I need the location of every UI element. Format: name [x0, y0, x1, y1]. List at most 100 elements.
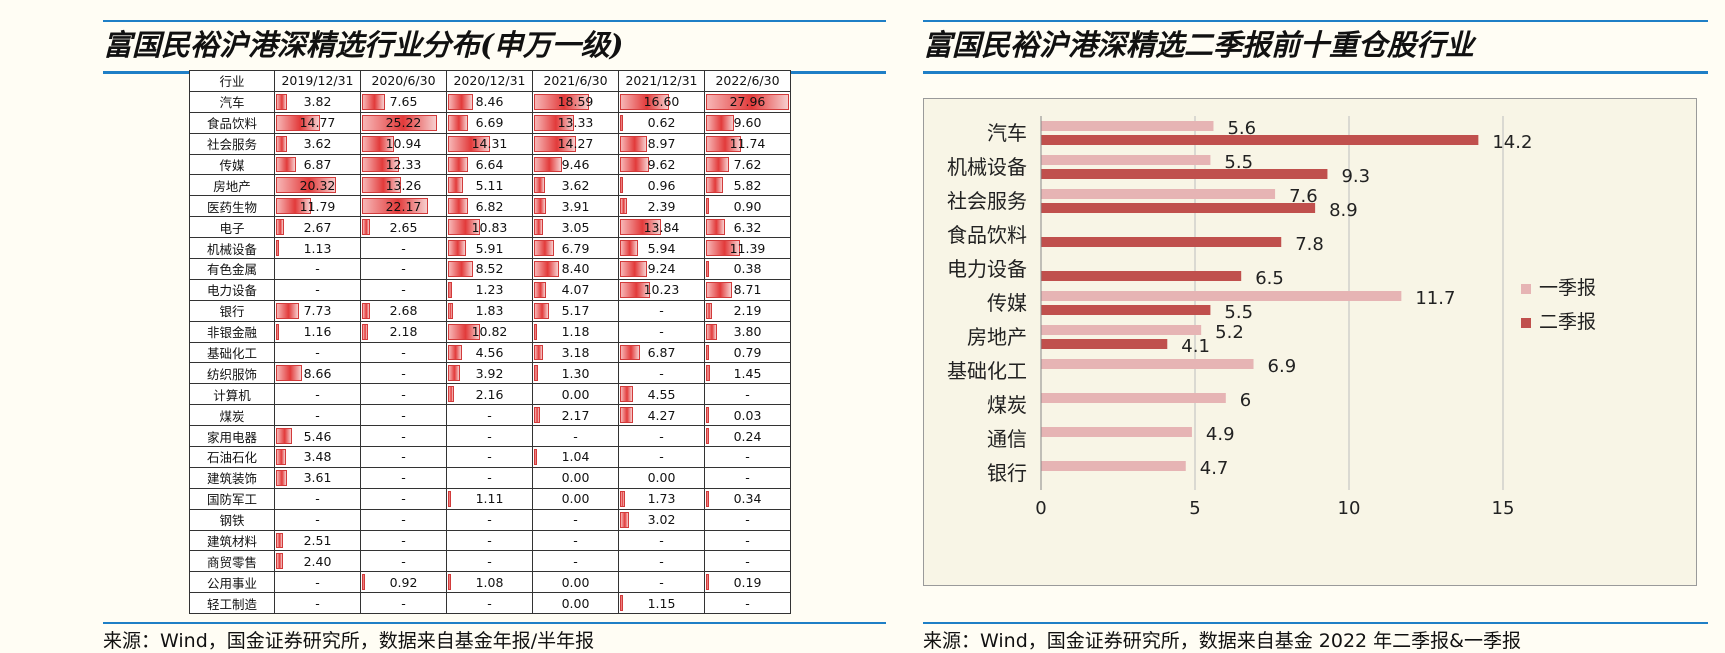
weight-value: - — [401, 240, 406, 256]
weight-value: 0.96 — [647, 177, 676, 193]
weight-bar — [620, 93, 670, 110]
industry-name: 煤炭 — [189, 404, 275, 427]
weight-bar — [276, 323, 280, 340]
weight-cell: - — [360, 258, 447, 280]
bar-value-label: 5.5 — [1224, 152, 1253, 173]
table-row: 基础化工 - - 4.56 3.18 6.87 0.79 — [189, 341, 791, 364]
table-row: 医药生物 11.79 22.17 6.82 3.91 2.39 0.90 — [189, 195, 791, 218]
industry-table: 行业 2019/12/31 2020/6/30 2020/12/31 2021/6/30… — [189, 70, 791, 615]
bar-value-label: 14.2 — [1492, 132, 1532, 153]
weight-value: - — [401, 533, 406, 549]
weight-value: 4.55 — [647, 386, 676, 402]
weight-value: - — [573, 512, 578, 528]
weight-cell: - — [360, 404, 447, 427]
weight-cell: - — [274, 341, 361, 364]
weight-cell: - — [704, 529, 791, 552]
weight-value: 16.60 — [643, 94, 680, 110]
weight-cell: - — [618, 362, 705, 385]
weight-value: 5.46 — [303, 428, 332, 444]
weight-value: 7.65 — [389, 94, 418, 110]
y-category-label: 汽车 — [987, 121, 1027, 145]
weight-cell: - — [446, 529, 533, 552]
weight-bar — [706, 114, 735, 131]
table-header-period: 2021/12/31 — [618, 70, 705, 92]
weight-bar — [448, 114, 468, 131]
weight-value: 3.62 — [561, 177, 590, 193]
weight-bar — [534, 449, 538, 465]
weight-cell: - — [446, 446, 533, 468]
weight-cell: 1.04 — [532, 446, 619, 468]
industry-name: 食品饮料 — [189, 111, 275, 134]
weight-bar — [448, 302, 454, 319]
weight-cell: 3.92 — [446, 362, 533, 385]
weight-bar — [706, 490, 709, 507]
table-row: 有色金属 - - 8.52 8.40 9.24 0.38 — [189, 258, 791, 280]
weight-value: - — [401, 470, 406, 486]
x-tick-label: 5 — [1189, 498, 1200, 519]
x-tick-label: 15 — [1492, 498, 1515, 519]
weight-value: 18.59 — [557, 94, 594, 110]
weight-cell: - — [360, 487, 447, 510]
weight-cell: 1.11 — [446, 487, 533, 510]
weight-bar — [620, 219, 662, 236]
weight-bar — [534, 344, 544, 361]
weight-cell: - — [274, 508, 361, 531]
table-row: 公用事业 - 0.92 1.08 0.00 - 0.19 — [189, 571, 791, 594]
weight-cell: 9.24 — [618, 258, 705, 280]
weight-cell: - — [360, 508, 447, 531]
table-row: 建筑装饰 3.61 - - 0.00 0.00 - — [189, 466, 791, 489]
bar-q1 — [1041, 359, 1254, 369]
table-row: 煤炭 - - - 2.17 4.27 0.03 — [189, 404, 791, 427]
weight-bar — [534, 198, 546, 215]
weight-bar — [276, 177, 337, 194]
weight-cell: 1.23 — [446, 278, 533, 301]
weight-cell: 25.22 — [360, 111, 447, 134]
weight-value: - — [401, 553, 406, 569]
weight-value: 2.40 — [303, 553, 332, 569]
x-tick-label: 0 — [1035, 498, 1046, 519]
table-header-period: 2020/12/31 — [446, 70, 533, 92]
weight-value: 6.79 — [561, 240, 590, 256]
weight-value: 0.92 — [389, 574, 418, 590]
industry-name: 公用事业 — [189, 571, 275, 594]
weight-bar — [706, 177, 724, 194]
weight-cell: - — [532, 550, 619, 573]
table-header-period: 2019/12/31 — [274, 70, 361, 92]
y-category-label: 社会服务 — [947, 189, 1027, 213]
weight-value: 3.62 — [303, 136, 332, 152]
weight-value: 10.94 — [385, 136, 422, 152]
weight-cell: - — [704, 592, 791, 615]
weight-cell: 13.84 — [618, 216, 705, 239]
weight-cell: 4.07 — [532, 278, 619, 301]
table-row: 非银金融 1.16 2.18 10.82 1.18 - 3.80 — [189, 320, 791, 343]
y-category-label: 通信 — [987, 427, 1027, 451]
weight-cell: 0.38 — [704, 258, 791, 280]
weight-cell: 3.02 — [618, 508, 705, 531]
weight-bar — [276, 365, 302, 382]
legend-label: 二季报 — [1539, 311, 1596, 333]
industry-name: 机械设备 — [189, 237, 275, 260]
weight-cell: 0.24 — [704, 425, 791, 448]
weight-value: 6.82 — [475, 198, 504, 214]
weight-cell: 27.96 — [704, 90, 791, 113]
table-header-period: 2021/6/30 — [532, 70, 619, 92]
weight-bar — [276, 469, 287, 486]
weight-value: 5.82 — [733, 177, 762, 193]
weight-cell: - — [360, 341, 447, 364]
weight-cell: 2.68 — [360, 299, 447, 322]
weight-cell: 10.82 — [446, 320, 533, 343]
weight-value: 1.08 — [475, 574, 504, 590]
weight-value: 1.23 — [475, 282, 504, 298]
weight-bar — [362, 302, 370, 319]
weight-value: 7.73 — [303, 303, 332, 319]
weight-bar — [534, 281, 547, 298]
weight-bar — [448, 365, 460, 382]
weight-bar — [706, 219, 725, 236]
weight-cell: 0.34 — [704, 487, 791, 510]
weight-value: 14.77 — [299, 115, 336, 131]
weight-cell: - — [532, 425, 619, 448]
bar-value-label: 4.7 — [1200, 458, 1229, 479]
weight-cell: 6.64 — [446, 153, 533, 176]
weight-value: 4.27 — [647, 407, 676, 423]
weight-value: 2.67 — [303, 219, 332, 235]
